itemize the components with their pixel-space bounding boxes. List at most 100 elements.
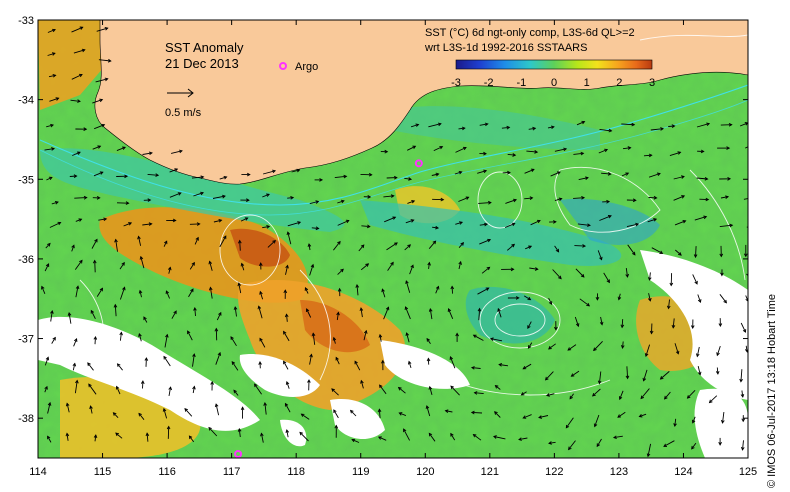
velocity-scale-label: 0.5 m/s [165, 107, 202, 119]
velocity-arrowhead [83, 195, 88, 200]
velocity-arrowhead [379, 384, 383, 389]
velocity-arrow [70, 99, 81, 102]
velocity-arrowhead [208, 286, 213, 291]
velocity-arrow [386, 242, 398, 251]
velocity-arrow [404, 177, 412, 180]
velocity-arrow [405, 280, 411, 293]
velocity-arrow [291, 169, 300, 173]
velocity-arrow [350, 410, 357, 417]
velocity-arrowhead [164, 240, 168, 245]
velocity-arrowhead [411, 199, 416, 204]
velocity-arrow [428, 123, 442, 128]
velocity-arrow [259, 338, 266, 348]
velocity-arrow [146, 433, 149, 442]
legend-title-line1: SST (°C) 6d ngt-only comp, L3S-6d QL>=2 [425, 27, 635, 39]
velocity-arrowhead [233, 306, 238, 310]
velocity-arrow [335, 357, 340, 365]
velocity-arrowhead [663, 443, 667, 447]
velocity-arrowhead [393, 175, 398, 180]
velocity-arrow [458, 127, 465, 130]
velocity-arrow [117, 363, 123, 371]
velocity-arrow [163, 408, 168, 419]
velocity-arrowhead [647, 297, 652, 302]
velocity-arrowhead [427, 261, 431, 266]
velocity-arrow [525, 245, 532, 250]
velocity-arrow [147, 173, 159, 176]
velocity-arrowhead [377, 436, 382, 440]
velocity-arrowhead [407, 244, 412, 248]
velocity-arrowhead [107, 58, 112, 63]
velocity-arrow [47, 436, 52, 443]
velocity-arrowhead [642, 377, 647, 382]
velocity-arrowhead [444, 409, 449, 413]
velocity-arrowhead [214, 403, 219, 408]
velocity-arrow [648, 173, 661, 178]
velocity-arrow [87, 362, 94, 371]
velocity-arrowhead [569, 395, 573, 400]
velocity-arrow [603, 272, 610, 283]
velocity-arrowhead [462, 146, 467, 151]
velocity-arrow [219, 176, 227, 180]
velocity-arrow [260, 433, 264, 443]
velocity-arrow [433, 146, 443, 152]
velocity-arrowhead [377, 408, 382, 413]
velocity-arrow [94, 435, 97, 442]
velocity-arrow [312, 333, 316, 345]
velocity-arrowhead [522, 365, 527, 370]
velocity-arrow [407, 145, 416, 151]
x-tick-label: 123 [610, 466, 628, 478]
velocity-arrow [41, 286, 46, 294]
velocity-arrowhead [88, 383, 92, 388]
velocity-arrowhead [640, 395, 645, 400]
velocity-arrowhead [240, 406, 245, 411]
velocity-arrowhead [580, 273, 585, 278]
x-tick-label: 118 [287, 466, 305, 478]
velocity-arrowhead [355, 283, 360, 288]
velocity-arrow [142, 223, 152, 226]
velocity-arrowhead [218, 218, 223, 223]
velocity-arrowhead [138, 333, 142, 337]
argo-float [234, 450, 243, 458]
velocity-arrow [621, 123, 635, 126]
velocity-arrow [458, 196, 469, 202]
velocity-arrowhead [258, 361, 262, 365]
velocity-arrow [283, 361, 289, 370]
velocity-arrowhead [743, 253, 748, 258]
velocity-arrowhead [200, 191, 204, 196]
velocity-arrow [664, 391, 671, 400]
velocity-arrow [548, 297, 553, 305]
velocity-arrowhead [284, 402, 289, 407]
velocity-arrowhead [440, 197, 445, 202]
velocity-arrow [626, 366, 629, 379]
velocity-arrow [568, 440, 576, 450]
velocity-arrow [75, 286, 79, 298]
velocity-arrowhead [101, 123, 106, 128]
velocity-arrow [114, 304, 117, 317]
velocity-arrowhead [512, 153, 517, 157]
velocity-arrowhead [366, 224, 371, 229]
velocity-arrowhead [145, 432, 150, 437]
x-tick-label: 125 [739, 466, 757, 478]
legend-tick-label: -3 [451, 77, 461, 89]
velocity-arrow [47, 29, 56, 33]
velocity-arrowhead [174, 168, 179, 172]
velocity-arrowhead [52, 336, 56, 341]
velocity-arrow [311, 227, 319, 229]
velocity-arrow [428, 433, 436, 442]
velocity-arrow [168, 387, 172, 396]
velocity-arrow [165, 290, 171, 299]
velocity-arrow [95, 78, 108, 83]
argo-legend-icon [279, 62, 287, 70]
velocity-arrow [529, 267, 538, 270]
velocity-arrow [716, 345, 721, 356]
velocity-arrow [286, 314, 288, 322]
velocity-arrowhead [740, 446, 745, 451]
legend-tick-label: -1 [516, 77, 526, 89]
velocity-arrowhead [620, 324, 625, 329]
velocity-arrowhead [447, 308, 452, 312]
velocity-arrow [593, 340, 603, 351]
velocity-arrowhead [428, 385, 433, 390]
velocity-arrow [643, 154, 652, 157]
velocity-arrowhead [725, 195, 730, 199]
velocity-arrow [507, 244, 515, 251]
